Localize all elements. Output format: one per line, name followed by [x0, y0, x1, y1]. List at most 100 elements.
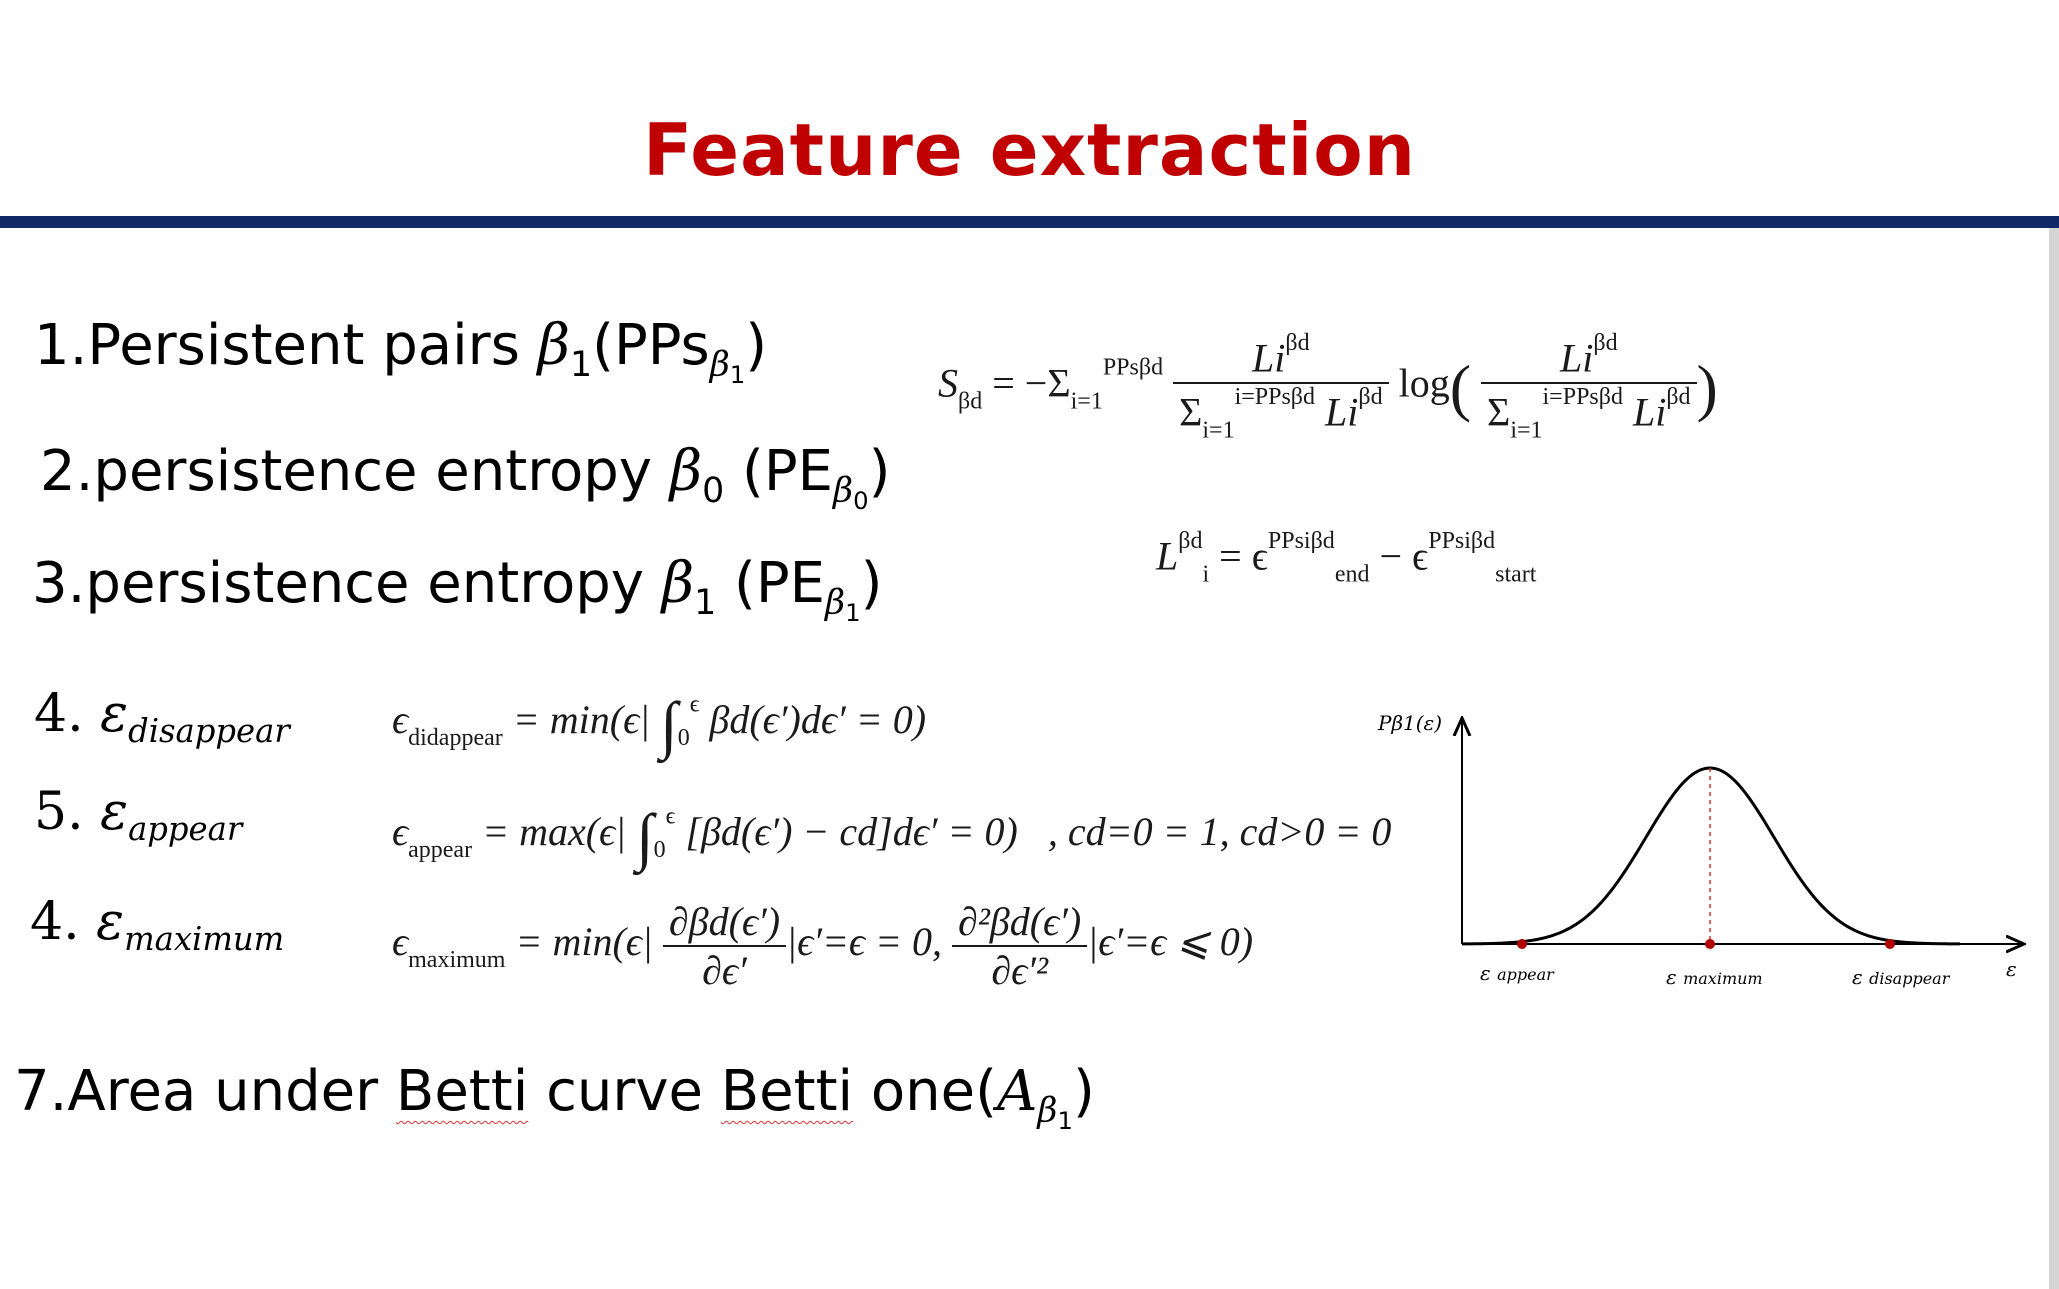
- f-sub: i=1: [1202, 417, 1235, 444]
- f-sup: PPsβd: [1102, 354, 1164, 381]
- beta-symbol: β: [669, 439, 703, 504]
- f-sub: appear: [408, 837, 473, 864]
- epsilon-symbol: ε: [100, 782, 129, 842]
- f-sym: Li: [1325, 389, 1359, 435]
- f-sup: PPsiβd: [1428, 528, 1496, 554]
- f-sym: Li: [1560, 335, 1594, 381]
- f-sub: end: [1334, 561, 1370, 588]
- marker-appear: [1517, 939, 1527, 949]
- f-op: = max(ϵ|: [472, 809, 637, 855]
- f-sup: βd: [1178, 528, 1203, 554]
- f-op: |ϵ′=ϵ ⩽ 0): [1087, 919, 1254, 965]
- f-op: [βd(ϵ′) − cd]dϵ′ = 0): [675, 809, 1018, 855]
- beta-subscript: 1: [694, 583, 717, 624]
- f-op: − ϵ: [1369, 533, 1429, 579]
- integral-sign: ∫: [636, 801, 654, 872]
- item-paren-close: ): [1072, 1059, 1095, 1124]
- beta-subscript: 0: [702, 471, 725, 512]
- scrollbar[interactable]: [2049, 228, 2059, 1289]
- sub-beta: β: [709, 345, 730, 386]
- f-sup: βd: [1666, 383, 1691, 410]
- f-sup: PPsiβd: [1267, 528, 1335, 554]
- f-sub: i: [1202, 561, 1210, 588]
- item-area-under-betti: 7.Area under Betti curve Betti one(Aβ1): [14, 1064, 1095, 1134]
- formula-entropy: Sβd = −Σi=1PPsβd Liβd Σi=1i=PPsβd Liβd l…: [938, 330, 1718, 444]
- f-sub: i=1: [1510, 417, 1543, 444]
- beta-subscript: 1: [570, 345, 593, 386]
- f-fraction: ∂βd(ϵ′) ∂ϵ′: [662, 898, 787, 994]
- epsilon-subscript: maximum: [124, 920, 285, 959]
- item-persistence-entropy-1: 3.persistence entropy β1 (PEβ1): [32, 556, 882, 626]
- spell-flagged-word: Betti: [395, 1059, 529, 1124]
- item-label: 7.Area under: [14, 1059, 396, 1124]
- epsilon-subscript: appear: [128, 810, 243, 849]
- item-persistence-entropy-0: 2.persistence entropy β0 (PEβ0): [40, 444, 890, 514]
- gaussian-curve: [1461, 766, 1961, 946]
- area-symbol: A: [996, 1059, 1038, 1124]
- beta-symbol: β: [661, 551, 695, 616]
- f-sym: ϵ: [392, 919, 409, 965]
- item-eps-maximum: 4. εmaximum: [30, 896, 284, 955]
- f-sup: i=PPsβd: [1234, 383, 1316, 410]
- f-sup: ϵ: [665, 803, 676, 830]
- formula-lifetime: Lβdi = ϵPPsiβdend − ϵPPsiβdstart: [1156, 528, 1536, 589]
- f-condition: , cd=0 = 1, cd>0 = 0: [1017, 809, 1392, 855]
- f-sym: L: [1156, 533, 1179, 579]
- f-op: βd(ϵ′)dϵ′ = 0): [699, 697, 927, 743]
- f-sup: i=PPsβd: [1542, 383, 1623, 410]
- item-paren-close: ): [745, 313, 768, 378]
- sub-beta: β: [1037, 1091, 1058, 1132]
- sub-beta: β: [833, 471, 854, 512]
- formula-maximum: ϵmaximum = min(ϵ| ∂βd(ϵ′) ∂ϵ′ |ϵ′=ϵ = 0, ∂…: [392, 898, 1253, 994]
- f-sym: Σ: [1179, 389, 1203, 435]
- f-sym: ∂βd(ϵ′): [668, 899, 781, 944]
- item-paren-open: (PE: [724, 439, 834, 504]
- f-sub: start: [1495, 561, 1537, 588]
- sub-sub: 1: [845, 598, 861, 628]
- epsilon-symbol: ε: [100, 684, 129, 744]
- f-fraction: ∂²βd(ϵ′) ∂ϵ′²: [952, 898, 1088, 994]
- epsilon-subscript: disappear: [128, 712, 290, 751]
- f-sym: ϵ: [392, 697, 409, 743]
- marker-maximum: [1705, 939, 1715, 949]
- formula-appear: ϵappear = max(ϵ| ∫0ϵ [βd(ϵ′) − cd]dϵ′ = …: [392, 800, 1391, 874]
- sub-sub: 1: [1057, 1106, 1073, 1136]
- f-sym: ∂²βd(ϵ′): [958, 899, 1082, 944]
- f-sub: βd: [958, 388, 983, 415]
- epsilon-symbol: ε: [96, 892, 125, 952]
- marker-label-appear: ε appear: [1480, 961, 1555, 985]
- f-sym: ∂ϵ′: [702, 948, 747, 993]
- sub-sub: 0: [853, 486, 869, 516]
- marker-disappear: [1885, 939, 1895, 949]
- item-paren-close: ): [860, 551, 883, 616]
- item-number: 4.: [30, 892, 97, 952]
- marker-label-disappear: ε disappear: [1852, 965, 1951, 989]
- f-sym: Li: [1252, 335, 1286, 381]
- marker-label-maximum: ε maximum: [1666, 965, 1763, 989]
- x-axis-label: ε: [2006, 957, 2017, 981]
- f-op: |ϵ′=ϵ = 0,: [786, 919, 953, 965]
- f-sym: S: [938, 360, 958, 406]
- spell-flagged-word: Betti: [720, 1059, 854, 1124]
- integral-sign: ∫: [660, 689, 678, 760]
- f-sym: Li: [1632, 389, 1667, 435]
- formula-disappear: ϵdidappear = min(ϵ| ∫0ϵ βd(ϵ′)dϵ′ = 0): [392, 688, 926, 762]
- f-sup: βd: [1358, 383, 1383, 410]
- item-eps-disappear: 4. εdisappear: [34, 688, 290, 747]
- f-sym: ϵ: [392, 809, 409, 855]
- beta-symbol: β: [537, 313, 571, 378]
- item-paren-open: (PPs: [592, 313, 710, 378]
- f-op: log: [1398, 360, 1450, 406]
- y-axis-label: Pβ1(ε): [1377, 711, 1442, 735]
- f-fraction: Liβd Σi=1i=PPsβd Liβd: [1481, 330, 1697, 444]
- betti-curve-diagram: Pβ1(ε) ε ε appear ε maximum ε disappear: [1377, 711, 2030, 989]
- f-sup: βd: [1285, 330, 1310, 356]
- item-paren-close: ): [868, 439, 891, 504]
- f-sub: didappear: [408, 725, 503, 752]
- item-text: curve: [528, 1059, 721, 1124]
- item-eps-appear: 5. εappear: [34, 786, 242, 845]
- f-op: = ϵ: [1209, 533, 1268, 579]
- f-op: = min(ϵ|: [505, 919, 653, 965]
- item-number: 4.: [34, 684, 101, 744]
- f-sym: Σ: [1487, 389, 1511, 435]
